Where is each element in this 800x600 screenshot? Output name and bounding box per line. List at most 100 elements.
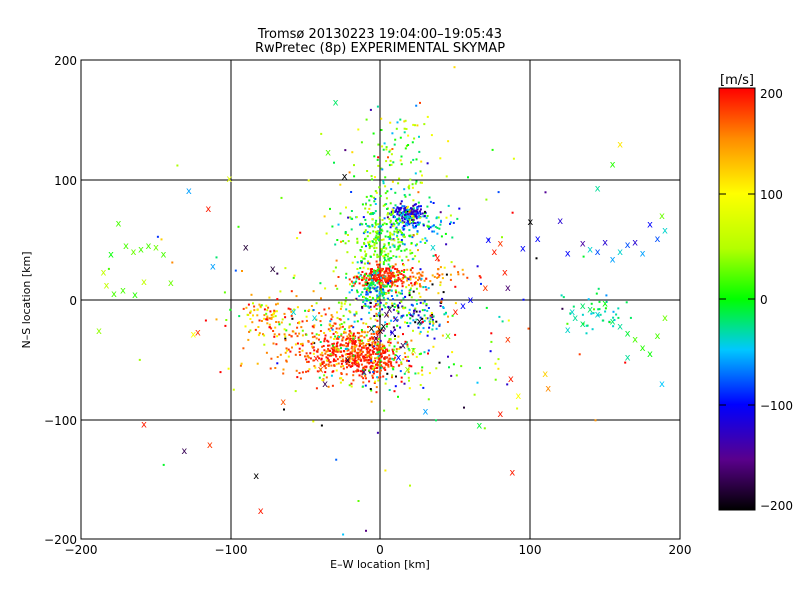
- scatter-dot: [329, 336, 332, 339]
- scatter-dot: [330, 347, 333, 350]
- scatter-dot: [272, 313, 275, 316]
- scatter-dot: [432, 254, 435, 257]
- scatter-dot: [376, 348, 379, 351]
- scatter-dot: [321, 379, 324, 381]
- scatter-dot: [363, 359, 366, 362]
- scatter-dot: [204, 319, 207, 322]
- scatter-dot: [387, 258, 390, 261]
- scatter-cross: x: [647, 349, 653, 360]
- scatter-dot: [412, 290, 415, 293]
- scatter-dot: [272, 342, 275, 345]
- scatter-dot: [369, 388, 372, 390]
- scatter-dot: [381, 277, 384, 280]
- scatter-dot: [447, 355, 449, 358]
- scatter-dot: [366, 354, 369, 357]
- scatter-dot: [301, 320, 304, 323]
- scatter-dot: [273, 335, 276, 338]
- scatter-dot: [270, 317, 273, 320]
- scatter-cross: x: [565, 325, 571, 336]
- scatter-dot: [379, 369, 382, 372]
- scatter-dot: [572, 305, 575, 308]
- scatter-dot: [390, 223, 393, 226]
- scatter-dot: [349, 356, 352, 359]
- scatter-cross: x: [587, 305, 593, 316]
- scatter-dot: [491, 148, 494, 151]
- scatter-dot: [348, 278, 351, 281]
- scatter-dot: [392, 348, 395, 351]
- scatter-dot: [407, 217, 410, 220]
- scatter-dot: [329, 353, 332, 356]
- scatter-dot: [345, 342, 348, 345]
- scatter-dot: [418, 221, 421, 224]
- scatter-dot: [401, 305, 404, 308]
- scatter-dot: [450, 261, 453, 264]
- scatter-dot: [421, 174, 423, 177]
- scatter-dot: [346, 347, 349, 350]
- scatter-cross: x: [396, 353, 402, 364]
- scatter-dot: [401, 213, 404, 216]
- scatter-dot: [422, 215, 425, 218]
- scatter-dot: [339, 307, 342, 310]
- scatter-dot: [438, 324, 441, 327]
- scatter-dot: [309, 357, 312, 360]
- scatter-dot: [369, 287, 372, 290]
- scatter-dot: [295, 369, 298, 372]
- scatter-dot: [328, 354, 331, 357]
- scatter-dot: [378, 270, 381, 273]
- scatter-dot: [406, 345, 409, 348]
- scatter-dot: [371, 223, 374, 226]
- scatter-dot: [397, 312, 400, 315]
- scatter-dot: [296, 376, 299, 379]
- scatter-dot: [361, 284, 364, 287]
- scatter-dot: [360, 256, 363, 259]
- scatter-dot: [434, 225, 437, 228]
- scatter-dot: [383, 250, 386, 253]
- scatter-dot: [382, 290, 385, 293]
- scatter-dot: [338, 318, 341, 320]
- scatter-dot: [419, 101, 421, 104]
- scatter-dot: [380, 288, 382, 291]
- scatter-dot: [385, 356, 388, 359]
- scatter-cross: x: [351, 336, 357, 347]
- scatter-cross: x: [640, 343, 646, 354]
- scatter-dot: [377, 379, 380, 382]
- scatter-dot: [379, 356, 382, 359]
- scatter-dot: [356, 364, 359, 367]
- scatter-dot: [392, 161, 395, 164]
- scatter-cross: x: [542, 369, 548, 380]
- scatter-dot: [372, 352, 375, 355]
- scatter-dot: [383, 293, 386, 296]
- scatter-dot: [385, 378, 388, 381]
- scatter-dot: [408, 349, 411, 352]
- scatter-dot: [330, 327, 333, 330]
- scatter-dot: [366, 231, 369, 234]
- scatter-dot: [355, 360, 358, 362]
- scatter-dot: [364, 356, 367, 359]
- scatter-dot: [397, 223, 400, 226]
- scatter-dot: [378, 350, 381, 353]
- scatter-dot: [338, 327, 341, 330]
- scatter-dot: [605, 294, 608, 297]
- scatter-dot: [428, 322, 431, 325]
- gridlines: [81, 60, 680, 539]
- scatter-dot: [376, 256, 379, 259]
- scatter-dot: [406, 279, 409, 282]
- scatter-dot: [319, 282, 322, 285]
- scatter-dot: [397, 276, 400, 279]
- scatter-dot: [279, 353, 282, 356]
- scatter-dot: [387, 305, 390, 308]
- scatter-dot: [379, 285, 382, 288]
- scatter-dot: [371, 212, 374, 214]
- scatter-dot: [383, 256, 386, 259]
- scatter-dot: [370, 175, 373, 178]
- scatter-dot: [270, 357, 273, 360]
- scatter-dot: [265, 351, 268, 354]
- scatter-dot: [414, 124, 416, 127]
- scatter-cross: x: [325, 148, 331, 159]
- scatter-dot: [367, 241, 370, 244]
- scatter-dot: [369, 356, 371, 359]
- scatter-dot: [381, 313, 384, 316]
- scatter-dot: [369, 349, 372, 352]
- scatter-dot: [290, 290, 293, 293]
- scatter-dot: [378, 224, 381, 227]
